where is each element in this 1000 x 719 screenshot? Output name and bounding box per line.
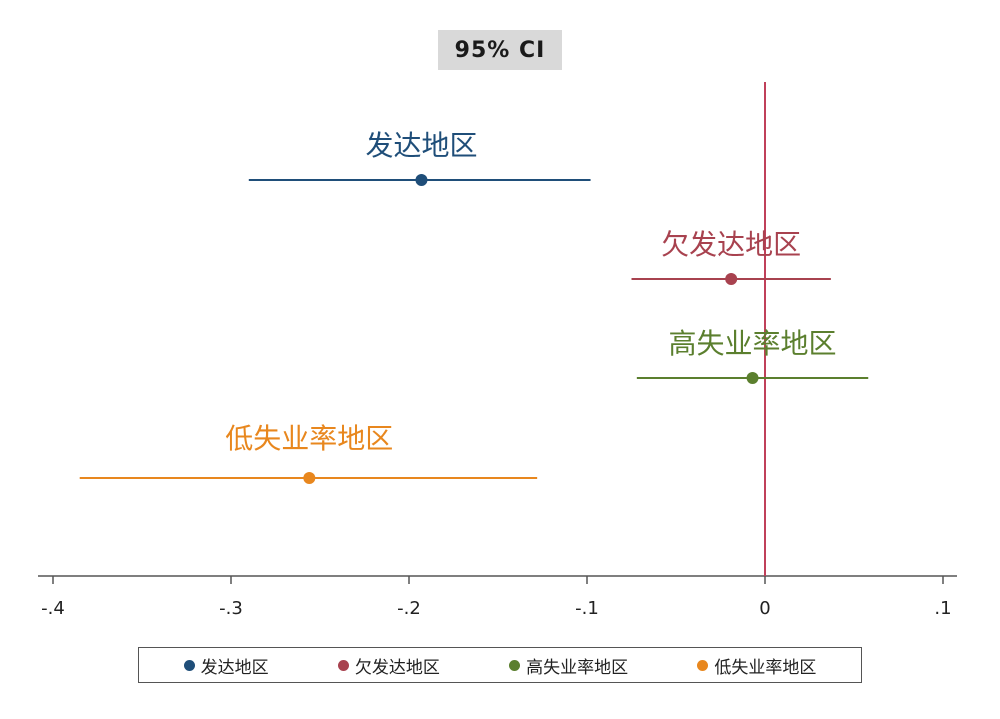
chart-title: 95% CI — [438, 30, 562, 70]
series-label: 低失业率地区 — [225, 422, 393, 455]
x-tick-label: -.1 — [575, 598, 599, 619]
legend-marker — [697, 659, 709, 671]
x-tick-label: -.2 — [397, 598, 421, 619]
x-tick-label: .1 — [934, 598, 951, 619]
legend-label: 发达地区 — [200, 657, 269, 678]
legend-item: 欠发达地区 — [337, 653, 440, 678]
x-tick-label: -.3 — [219, 598, 243, 619]
series-label: 发达地区 — [365, 129, 477, 162]
legend: 发达地区 欠发达地区 高失业率地区 低失业率地区 — [138, 647, 862, 683]
legend-marker — [337, 659, 349, 671]
estimate-point — [725, 273, 738, 285]
legend-item: 低失业率地区 — [697, 653, 816, 678]
legend-marker — [183, 659, 195, 671]
legend-label: 低失业率地区 — [714, 657, 817, 678]
legend-label: 欠发达地区 — [354, 657, 440, 678]
x-tick-label: 0 — [759, 598, 770, 619]
series-label: 高失业率地区 — [669, 327, 837, 360]
legend-marker — [509, 659, 521, 671]
legend-label: 高失业率地区 — [526, 657, 629, 678]
estimate-point — [415, 174, 428, 186]
x-tick-label: -.4 — [41, 598, 65, 619]
series-label: 欠发达地区 — [661, 228, 801, 261]
legend-item: 发达地区 — [183, 653, 269, 678]
estimate-point — [746, 372, 759, 384]
estimate-point — [303, 472, 316, 484]
legend-item: 高失业率地区 — [509, 653, 628, 678]
